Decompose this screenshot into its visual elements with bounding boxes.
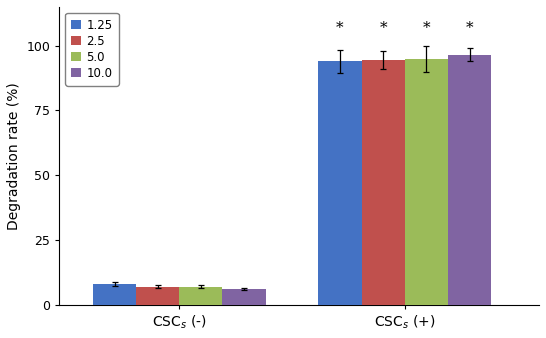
Y-axis label: Degradation rate (%): Degradation rate (%) xyxy=(7,82,21,230)
Bar xyxy=(136,287,179,305)
Legend: 1.25, 2.5, 5.0, 10.0: 1.25, 2.5, 5.0, 10.0 xyxy=(66,13,118,86)
Text: *: * xyxy=(423,21,430,35)
Bar xyxy=(318,61,361,305)
Bar xyxy=(93,284,136,305)
Text: *: * xyxy=(466,21,473,35)
Bar xyxy=(361,60,405,305)
Bar xyxy=(405,59,448,305)
Text: *: * xyxy=(336,21,344,35)
Bar xyxy=(222,289,266,305)
Bar xyxy=(179,287,222,305)
Text: *: * xyxy=(379,21,387,35)
Bar xyxy=(448,55,491,305)
